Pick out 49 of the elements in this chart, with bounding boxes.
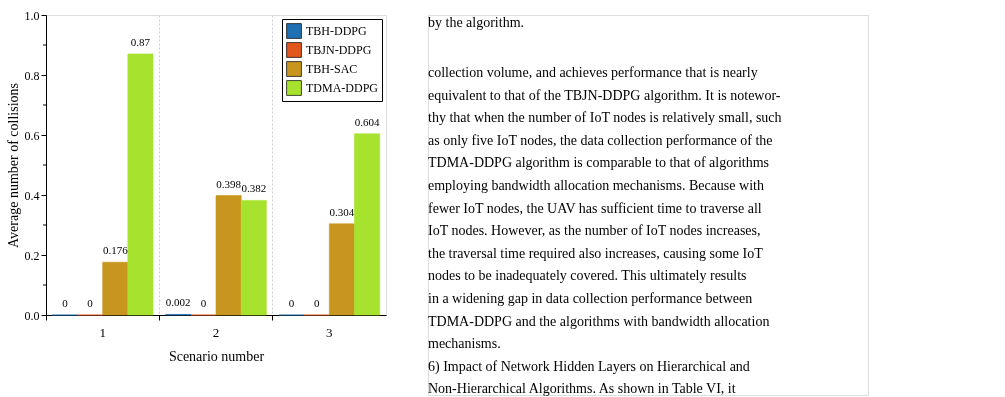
- text: employing bandwidth allocation mechanisms. Because with: [428, 178, 764, 193]
- bar: [102, 261, 129, 316]
- y-tick-label: 0.0: [24, 308, 40, 323]
- data-label: 0: [288, 297, 295, 309]
- text: IoT nodes. However, as the number of IoT nodes increases,: [428, 223, 761, 239]
- data-label: 0: [313, 297, 320, 309]
- text: the traversal time required also increases, causing some IoT: [428, 245, 764, 261]
- y-tick-label: 0.6: [24, 128, 40, 143]
- bar: [127, 53, 154, 316]
- text: collection volume, and achieves performance that is nearly: [428, 65, 758, 80]
- bar: [354, 133, 380, 316]
- data-label: 0: [200, 297, 207, 309]
- x-tick-label: 1: [99, 324, 106, 340]
- text: fewer IoT nodes, the UAV has sufficient time to traverse all: [428, 200, 762, 216]
- data-label: 0.398: [216, 177, 242, 190]
- data-label: 0.002: [165, 296, 191, 309]
- x-tick-label: 3: [326, 324, 333, 340]
- legend-label: TBJN-DDPG: [306, 43, 372, 57]
- legend-label: TDMA-DDPG: [306, 81, 379, 95]
- legend-label: TBH-SAC: [306, 62, 358, 76]
- y-tick-label: 0.4: [24, 188, 40, 203]
- text: nodes to be inadequately covered. This ultimately results: [428, 268, 747, 284]
- text: Non-Hierarchical Algorithms. As shown in Table VI, it: [428, 381, 736, 397]
- data-label: 0: [87, 297, 94, 309]
- text: TDMA-DDPG algorithm is comparable to that of algorithms: [428, 155, 769, 171]
- text: as only five IoT nodes, the data collection performance of the: [428, 132, 773, 148]
- data-label: 0.382: [241, 182, 267, 195]
- bar: [240, 200, 267, 316]
- text: equivalent to that of the TBJN-DDPG algorithm. It is notewor-: [428, 87, 781, 103]
- bar: [215, 195, 242, 316]
- text: in a widening gap in data collection performance between: [428, 291, 753, 306]
- bar: [329, 223, 355, 316]
- text: 6) Impact of Network Hidden Layers on Hierarchical and: [428, 358, 750, 375]
- legend-label: TBH-DDPG: [306, 24, 367, 38]
- y-tick-label: 1.0: [24, 8, 40, 23]
- text: thy that when the number of IoT nodes is relatively small, such: [428, 110, 782, 126]
- x-axis-title: Scenario number: [168, 348, 265, 364]
- text: mechanisms.: [428, 336, 501, 352]
- data-label: 0.304: [329, 205, 355, 218]
- text: by the algorithm.: [428, 15, 525, 30]
- y-tick-label: 0.8: [24, 68, 40, 83]
- x-tick-label: 2: [212, 324, 220, 340]
- data-label: 0.87: [130, 36, 151, 48]
- text: TDMA-DDPG and the algorithms with bandwidth allocation: [428, 313, 770, 329]
- data-label: 0.176: [102, 244, 129, 257]
- data-label: 0: [62, 297, 69, 309]
- y-axis-title: Average number of collisions: [5, 83, 21, 248]
- data-label: 0.604: [354, 115, 380, 128]
- y-tick-label: 0.2: [24, 248, 40, 263]
